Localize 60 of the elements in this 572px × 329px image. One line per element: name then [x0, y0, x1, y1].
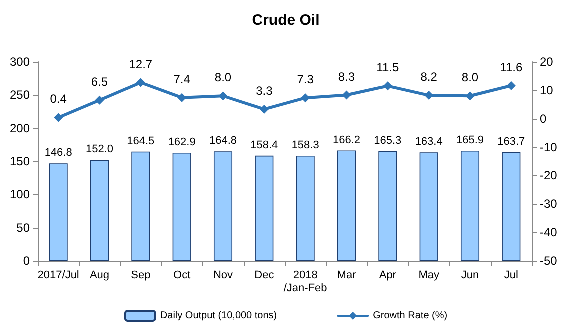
- data-label: 146.8: [44, 147, 72, 160]
- data-label: 166.2: [332, 134, 361, 146]
- y2-tick-label: -50: [540, 254, 558, 268]
- data-label: 164.8: [209, 135, 238, 148]
- y2-tick-label: 0: [540, 112, 547, 126]
- point: [95, 96, 104, 105]
- y-tick-label: 100: [10, 188, 30, 202]
- y2-tick-label: -10: [540, 140, 558, 154]
- data-label: 158.4: [250, 139, 278, 152]
- x-tick-label: Mar: [337, 270, 357, 282]
- x-tick-label: Oct: [174, 270, 191, 282]
- data-label: 12.7: [129, 57, 153, 72]
- point: [136, 78, 146, 88]
- y2-tick-label: -40: [540, 226, 558, 240]
- data-label: 162.9: [168, 136, 196, 148]
- point: [260, 104, 269, 114]
- data-label: 158.3: [292, 139, 320, 152]
- x-tick-label: May: [418, 270, 440, 282]
- data-label: 8.0: [214, 70, 232, 85]
- data-label: 0.4: [50, 92, 68, 106]
- data-label: 165.9: [456, 134, 484, 146]
- y-tick-label: 150: [10, 154, 30, 168]
- data-label: 7.4: [174, 72, 191, 86]
- data-label: 8.2: [420, 70, 438, 84]
- x-tick-label: Nov: [213, 270, 234, 282]
- point: [506, 81, 516, 90]
- x-tick-label: 2017/Jul: [38, 270, 80, 282]
- x-tick-label: Jul: [504, 270, 518, 282]
- y-tick-label: 50: [16, 220, 30, 235]
- data-label: 3.3: [256, 84, 274, 98]
- data-label: 152.0: [86, 144, 114, 156]
- x-tick-label: Aug: [90, 270, 110, 282]
- x-tick-label: Dec: [254, 270, 275, 282]
- data-label: 6.5: [91, 74, 108, 89]
- y2-tick-label: 10: [540, 83, 554, 98]
- data-label: 165.3: [374, 134, 402, 147]
- data-label: 11.5: [376, 60, 400, 75]
- y2-tick-label: -20: [540, 168, 558, 183]
- y-tick-label: 250: [10, 88, 30, 102]
- x-tick-label: Sep: [131, 270, 151, 282]
- chart-title: Crude Oil: [252, 12, 320, 29]
- data-label: 163.7: [498, 136, 526, 148]
- data-label: 8.3: [338, 70, 356, 84]
- legend-label: Growth Rate (%): [373, 310, 448, 322]
- y2-tick-label: -30: [540, 197, 558, 212]
- y-tick-label: 200: [10, 121, 30, 136]
- point: [54, 113, 64, 122]
- y-tick-label: 0: [23, 254, 30, 268]
- point: [383, 82, 392, 91]
- data-label: 7.3: [297, 72, 314, 87]
- data-label: 8.0: [462, 70, 479, 85]
- legend-label: Daily Output (10,000 tons): [160, 310, 278, 322]
- x-tick-label: Apr: [379, 270, 397, 282]
- data-label: 164.5: [127, 135, 155, 148]
- data-label: 163.4: [415, 136, 443, 148]
- x-tick-label: Jun: [461, 270, 480, 282]
- x-tick-label: 2018 /Jan-Feb: [284, 270, 328, 294]
- y-tick-label: 300: [10, 55, 30, 69]
- y2-tick-label: 20: [540, 55, 554, 69]
- data-label: 11.6: [500, 60, 523, 74]
